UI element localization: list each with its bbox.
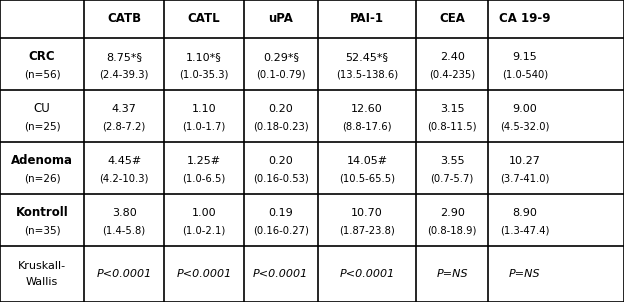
Text: (1.3-47.4): (1.3-47.4) <box>500 225 550 235</box>
Text: 1.10*§: 1.10*§ <box>186 52 222 62</box>
Text: (n=56): (n=56) <box>24 69 61 79</box>
Text: CA 19-9: CA 19-9 <box>499 12 550 25</box>
Text: 12.60: 12.60 <box>351 104 383 114</box>
Text: (n=25): (n=25) <box>24 121 61 131</box>
Text: 9.15: 9.15 <box>512 52 537 62</box>
Text: (n=35): (n=35) <box>24 225 61 235</box>
Text: (0.16-0.27): (0.16-0.27) <box>253 225 309 235</box>
Text: (4.5-32.0): (4.5-32.0) <box>500 121 550 131</box>
Text: (0.8-11.5): (0.8-11.5) <box>427 121 477 131</box>
Text: (2.4-39.3): (2.4-39.3) <box>99 69 149 79</box>
Text: 14.05#: 14.05# <box>346 156 388 166</box>
Text: P<0.0001: P<0.0001 <box>97 269 152 279</box>
Text: (0.1-0.79): (0.1-0.79) <box>256 69 306 79</box>
Text: (0.7-5.7): (0.7-5.7) <box>431 173 474 183</box>
Text: Wallis: Wallis <box>26 277 58 287</box>
Text: 4.45#: 4.45# <box>107 156 141 166</box>
Text: (10.5-65.5): (10.5-65.5) <box>339 173 395 183</box>
Text: PAI-1: PAI-1 <box>350 12 384 25</box>
Text: 4.37: 4.37 <box>112 104 137 114</box>
Text: (0.8-18.9): (0.8-18.9) <box>427 225 477 235</box>
Text: Kruskall-: Kruskall- <box>18 261 66 271</box>
Text: P<0.0001: P<0.0001 <box>339 269 394 279</box>
Text: P<0.0001: P<0.0001 <box>177 269 232 279</box>
Text: 9.00: 9.00 <box>512 104 537 114</box>
Text: CRC: CRC <box>29 50 56 63</box>
Text: 0.19: 0.19 <box>268 208 293 218</box>
Text: 10.27: 10.27 <box>509 156 541 166</box>
Text: (3.7-41.0): (3.7-41.0) <box>500 173 550 183</box>
Text: (1.0-6.5): (1.0-6.5) <box>182 173 226 183</box>
Text: (1.87-23.8): (1.87-23.8) <box>339 225 395 235</box>
Text: 2.90: 2.90 <box>440 208 464 218</box>
Text: (1.4-5.8): (1.4-5.8) <box>102 225 146 235</box>
Text: (1.0-35.3): (1.0-35.3) <box>179 69 229 79</box>
Text: Adenoma: Adenoma <box>11 154 73 167</box>
Text: (n=26): (n=26) <box>24 173 61 183</box>
Text: CATL: CATL <box>188 12 220 25</box>
Text: P=NS: P=NS <box>509 269 540 279</box>
Text: 1.00: 1.00 <box>192 208 217 218</box>
Text: 3.15: 3.15 <box>440 104 464 114</box>
Text: 2.40: 2.40 <box>440 52 464 62</box>
Text: P<0.0001: P<0.0001 <box>253 269 308 279</box>
Text: (0.16-0.53): (0.16-0.53) <box>253 173 309 183</box>
Text: Kontroll: Kontroll <box>16 206 69 219</box>
Text: 0.29*§: 0.29*§ <box>263 52 299 62</box>
Text: 0.20: 0.20 <box>268 156 293 166</box>
Text: CEA: CEA <box>439 12 465 25</box>
Text: 0.20: 0.20 <box>268 104 293 114</box>
Text: (2.8-7.2): (2.8-7.2) <box>102 121 146 131</box>
Text: CU: CU <box>34 102 51 115</box>
Text: 52.45*§: 52.45*§ <box>346 52 388 62</box>
Text: 3.55: 3.55 <box>440 156 464 166</box>
Text: (13.5-138.6): (13.5-138.6) <box>336 69 398 79</box>
Text: (0.18-0.23): (0.18-0.23) <box>253 121 309 131</box>
Text: 3.80: 3.80 <box>112 208 137 218</box>
Text: (4.2-10.3): (4.2-10.3) <box>99 173 149 183</box>
Text: 8.75*§: 8.75*§ <box>106 52 142 62</box>
Text: (1.0-2.1): (1.0-2.1) <box>182 225 226 235</box>
Text: 8.90: 8.90 <box>512 208 537 218</box>
Text: P=NS: P=NS <box>436 269 468 279</box>
Text: 10.70: 10.70 <box>351 208 383 218</box>
Text: (8.8-17.6): (8.8-17.6) <box>342 121 392 131</box>
Text: uPA: uPA <box>268 12 293 25</box>
Text: CATB: CATB <box>107 12 141 25</box>
Text: 1.10: 1.10 <box>192 104 217 114</box>
Text: 1.25#: 1.25# <box>187 156 221 166</box>
Text: (1.0-1.7): (1.0-1.7) <box>182 121 226 131</box>
Text: (1.0-540): (1.0-540) <box>502 69 548 79</box>
Text: (0.4-235): (0.4-235) <box>429 69 475 79</box>
